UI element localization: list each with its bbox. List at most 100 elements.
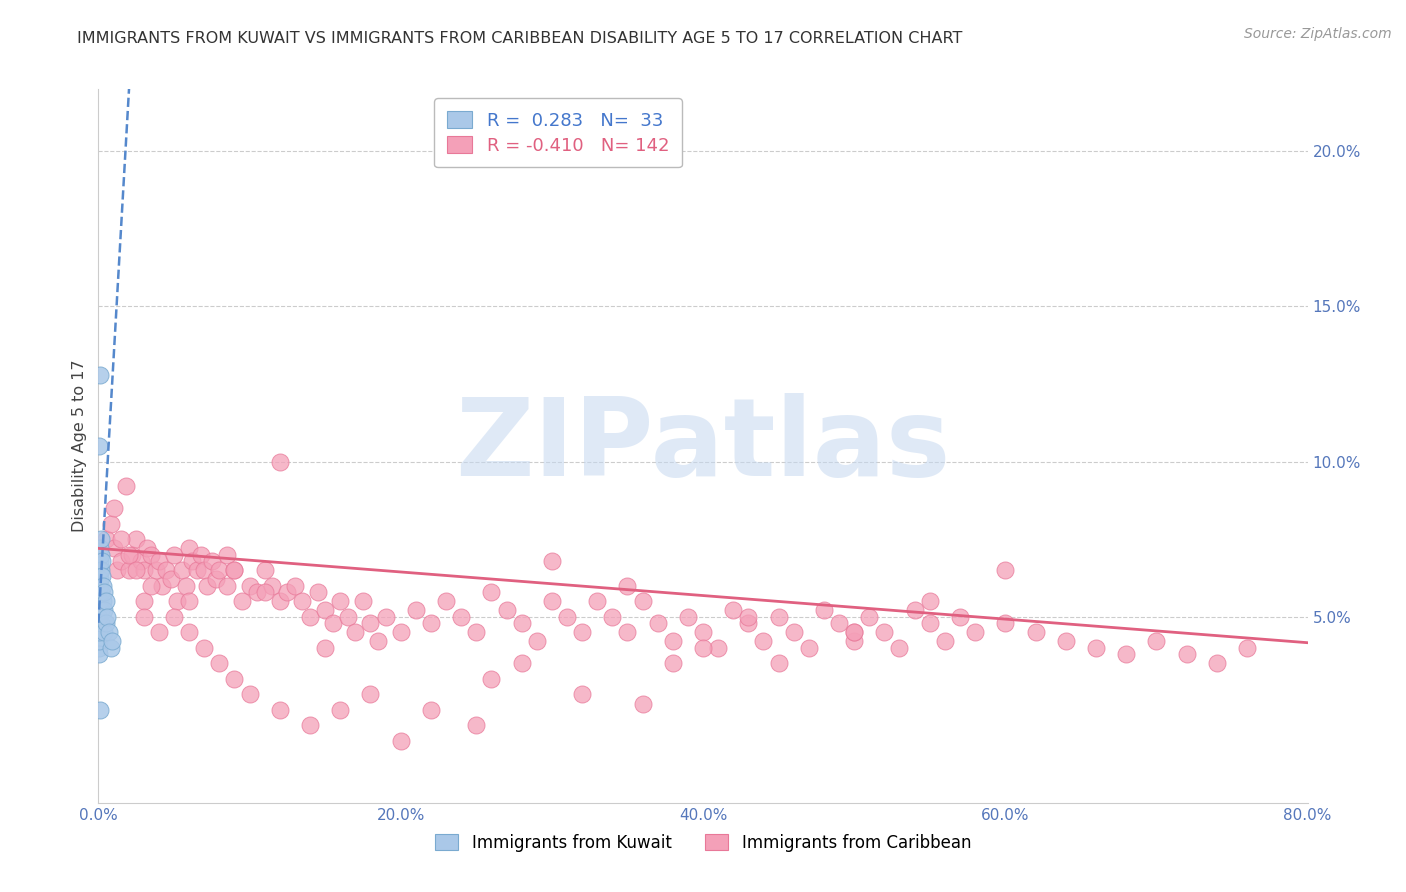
Point [844, 625, 866, 640]
Point [752, 634, 775, 648]
Point [844, 634, 866, 648]
Point [87, 640, 110, 655]
Point [89, 625, 111, 640]
Point [96, 609, 118, 624]
Point [1115, 647, 1137, 661]
Point [208, 563, 231, 577]
Point [163, 609, 186, 624]
Point [420, 703, 443, 717]
Point [555, 609, 578, 624]
Point [299, 609, 322, 624]
Point [103, 501, 125, 516]
Point [314, 640, 336, 655]
Point [150, 579, 173, 593]
Point [148, 554, 170, 568]
Point [374, 609, 396, 624]
Point [174, 579, 197, 593]
Point [540, 594, 562, 608]
Point [934, 634, 956, 648]
Point [707, 640, 730, 655]
Point [215, 579, 238, 593]
Point [269, 594, 291, 608]
Point [389, 625, 412, 640]
Point [179, 594, 201, 608]
Point [344, 625, 367, 640]
Point [89, 368, 111, 382]
Point [201, 554, 224, 568]
Point [110, 554, 132, 568]
Point [1085, 640, 1108, 655]
Point [420, 615, 443, 630]
Point [389, 733, 412, 747]
Point [322, 615, 344, 630]
Point [186, 563, 208, 577]
Point [89, 579, 111, 593]
Point [828, 615, 851, 630]
Point [190, 548, 212, 562]
Point [661, 634, 683, 648]
Point [90, 615, 112, 630]
Point [87, 647, 110, 661]
Point [1054, 634, 1077, 648]
Point [676, 609, 699, 624]
Point [135, 541, 157, 556]
Point [1175, 647, 1198, 661]
Point [100, 640, 122, 655]
Point [360, 615, 382, 630]
Point [631, 697, 654, 711]
Point [1206, 656, 1229, 670]
Point [450, 609, 472, 624]
Point [510, 656, 533, 670]
Point [89, 573, 111, 587]
Point [145, 563, 167, 577]
Point [94, 532, 117, 546]
Point [155, 563, 177, 577]
Point [89, 439, 111, 453]
Point [465, 718, 488, 732]
Point [540, 554, 562, 568]
Point [160, 573, 183, 587]
Point [307, 584, 329, 599]
Text: IMMIGRANTS FROM KUWAIT VS IMMIGRANTS FROM CARIBBEAN DISABILITY AGE 5 TO 17 CORRE: IMMIGRANTS FROM KUWAIT VS IMMIGRANTS FRO… [77, 31, 963, 46]
Point [224, 563, 246, 577]
Point [253, 563, 276, 577]
Point [329, 594, 352, 608]
Point [253, 584, 276, 599]
Point [571, 625, 593, 640]
Point [193, 563, 215, 577]
Point [481, 672, 503, 686]
Point [163, 548, 186, 562]
Point [215, 548, 238, 562]
Point [949, 609, 972, 624]
Point [602, 609, 624, 624]
Point [1144, 634, 1167, 648]
Point [110, 532, 132, 546]
Point [405, 603, 427, 617]
Point [965, 625, 987, 640]
Point [114, 479, 136, 493]
Point [360, 687, 382, 701]
Point [481, 584, 503, 599]
Point [89, 541, 111, 556]
Text: Source: ZipAtlas.com: Source: ZipAtlas.com [1244, 27, 1392, 41]
Point [89, 594, 111, 608]
Point [89, 554, 111, 568]
Point [121, 548, 143, 562]
Point [571, 687, 593, 701]
Point [93, 625, 115, 640]
Point [132, 609, 155, 624]
Point [179, 541, 201, 556]
Point [93, 603, 115, 617]
Point [647, 615, 669, 630]
Point [510, 615, 533, 630]
Point [813, 603, 835, 617]
Point [918, 615, 941, 630]
Point [193, 640, 215, 655]
Point [269, 703, 291, 717]
Point [889, 640, 911, 655]
Point [269, 454, 291, 468]
Point [90, 584, 112, 599]
Point [616, 625, 638, 640]
Point [314, 603, 336, 617]
Point [224, 563, 246, 577]
